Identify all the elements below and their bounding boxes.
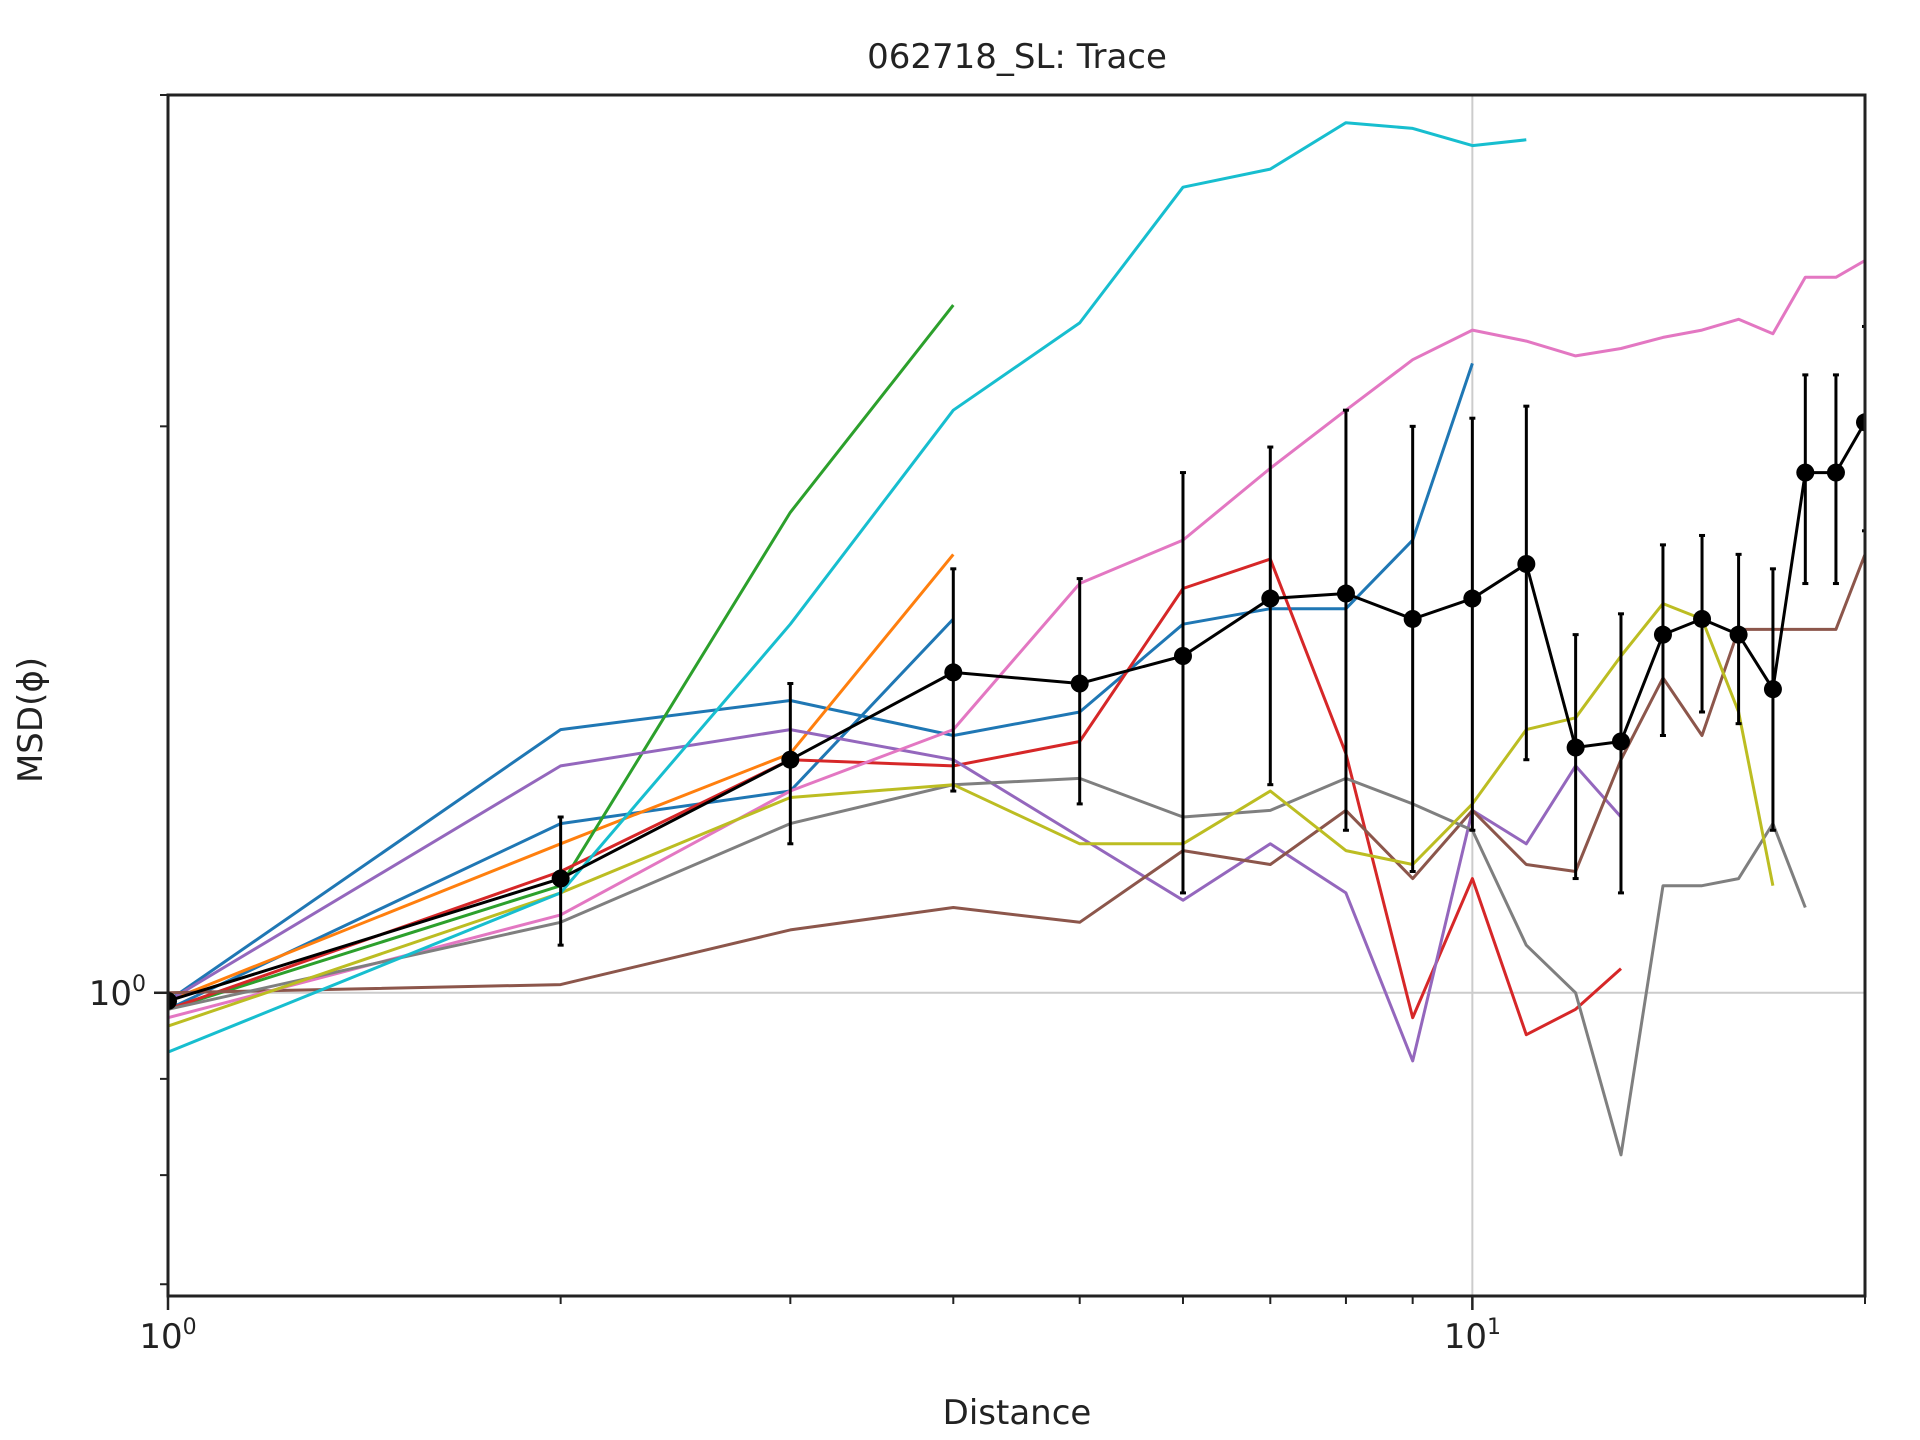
series-line-10 [168,602,1775,1028]
mean-data-point [1763,680,1782,699]
mean-data-point [781,750,800,769]
mean-data-point [944,663,963,682]
plot-frame [166,93,1867,1298]
mean-data-point [1261,589,1280,608]
mean-data-point [1856,413,1865,432]
series-line-8 [168,259,1865,1020]
mean-series-line [168,421,1865,1003]
series-line-7 [168,553,1865,995]
x-tick-label: 100 [139,1315,196,1357]
x-axis-label: Distance [943,1393,1092,1433]
mean-data-point [1070,674,1089,693]
x-tick-label: 101 [1444,1315,1501,1357]
mean-data-point [1693,609,1712,628]
y-tick-label: 100 [89,972,146,1014]
mean-data-point [1796,463,1815,482]
chart-title: 062718_SL: Trace [867,37,1167,77]
series-line-6 [168,728,1623,1063]
mean-data-point [1463,589,1482,608]
mean-data-point [551,869,570,888]
axis-ticks: 100 101 100 [89,94,1866,1357]
mean-data-point [1403,609,1422,628]
mean-data-point [168,991,177,1010]
series-line-1 [168,362,1474,1003]
series-line-3 [168,553,955,1003]
mean-data-point [1336,584,1355,603]
series-line-4 [168,304,955,1011]
series-line-11 [168,121,1527,1054]
mean-data-point [1173,647,1192,666]
mean-series-layer [168,324,1865,1010]
mean-data-point [1653,625,1672,644]
series-layer [168,121,1865,1157]
mean-data-point [1826,463,1845,482]
mean-data-point [1517,554,1536,573]
mean-data-point [1611,732,1630,751]
mean-data-point [1729,625,1748,644]
series-line-9 [168,776,1807,1157]
mean-data-point [1566,738,1585,757]
series-line-2 [168,617,955,1011]
y-axis-label: MSD(ϕ) [11,657,51,783]
